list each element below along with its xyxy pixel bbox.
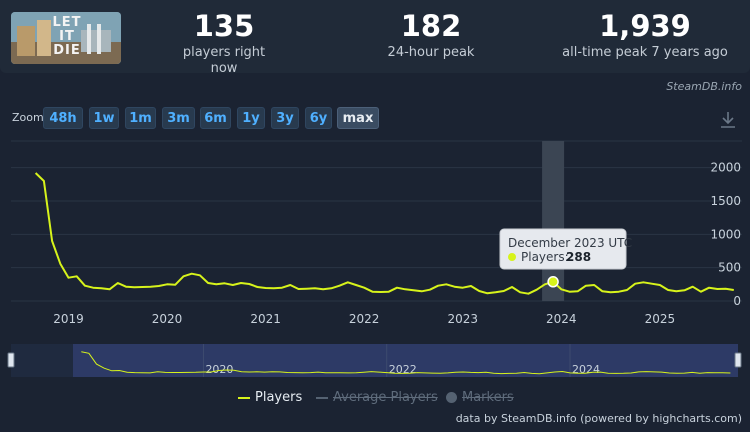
zoom-6m-button[interactable]: 6m <box>200 107 231 129</box>
zoom-1y-button[interactable]: 1y <box>237 107 265 129</box>
stat-current: 135 players right now <box>174 8 274 77</box>
legend-players-swatch <box>238 396 250 399</box>
y-tick-label: 1500 <box>710 194 741 208</box>
navigator-selection[interactable] <box>73 344 738 377</box>
navigator-axis: 2020 2022 2024 <box>202 344 600 377</box>
steamdb-credit[interactable]: SteamDB.info <box>666 80 742 93</box>
tooltip-box <box>499 228 627 270</box>
stat-alltime-label: all-time peak 7 years ago <box>562 45 728 60</box>
tooltip-series-label: Players: <box>521 250 569 264</box>
zoom-3y-button[interactable]: 3y <box>271 107 299 129</box>
x-tick-label: 2020 <box>152 312 183 326</box>
tooltip: December 2023 UTC Players: 288 <box>499 228 632 270</box>
zoom-1w-button[interactable]: 1w <box>89 107 119 129</box>
legend-players-label: Players <box>255 390 303 405</box>
y-tick-label: 500 <box>718 261 741 275</box>
x-tick-label: 2023 <box>447 312 478 326</box>
navigator-right-handle[interactable] <box>734 352 742 368</box>
x-axis: 2019 2020 2021 2022 2023 2024 2025 <box>53 312 675 326</box>
game-thumbnail[interactable]: LET IT DIE <box>11 12 121 64</box>
x-tick-label: 2024 <box>546 312 577 326</box>
navigator-left-handle[interactable] <box>7 352 15 368</box>
game-art <box>11 12 121 64</box>
tooltip-series-marker <box>508 253 516 261</box>
x-tick-label: 2025 <box>645 312 676 326</box>
y-tick-label: 1000 <box>710 227 741 241</box>
zoom-6y-button[interactable]: 6y <box>305 107 332 129</box>
legend-item-markers[interactable]: Markers <box>446 390 514 405</box>
y-tick-label: 0 <box>733 294 741 308</box>
highlight-point[interactable] <box>547 276 559 288</box>
stat-current-label: players right now <box>182 45 266 76</box>
game-logo-text: LET IT DIE <box>52 15 82 58</box>
zoom-3m-button[interactable]: 3m <box>162 107 195 129</box>
x-tick-label: 2021 <box>250 312 281 326</box>
zoom-48h-button[interactable]: 48h <box>43 107 83 129</box>
grid-lines <box>11 140 742 302</box>
navigator-series-line <box>81 351 731 375</box>
stats-header: LET IT DIE 135 players right now 182 24-… <box>0 0 750 76</box>
navigator-year-label: 2024 <box>572 363 600 376</box>
navigator-year-label: 2022 <box>389 363 417 376</box>
zoom-1m-button[interactable]: 1m <box>125 107 156 129</box>
player-count-chart[interactable]: 0 500 1000 1500 2000 2019 2020 2021 2022 2023 202… <box>0 135 750 381</box>
players-series-line[interactable] <box>34 172 734 295</box>
tooltip-title: December 2023 UTC <box>508 236 632 250</box>
data-source-credit[interactable]: data by SteamDB.info (powered by highcha… <box>455 412 742 425</box>
legend-item-players[interactable]: Players <box>238 390 302 405</box>
zoom-label: Zoom <box>12 111 44 124</box>
stat-all-time-peak: 1,939 all-time peak 7 years ago <box>555 8 735 61</box>
legend-item-average-players[interactable]: Average Players <box>316 390 438 405</box>
legend-markers-swatch <box>446 392 457 403</box>
navigator[interactable]: 2020 2022 2024 <box>7 344 742 377</box>
stat-current-value: 135 <box>193 9 255 43</box>
stat-alltime-value: 1,939 <box>599 9 691 43</box>
stat-24h-value: 182 <box>400 9 462 43</box>
y-axis: 0 500 1000 1500 2000 <box>710 161 741 308</box>
legend-average-label: Average Players <box>333 390 438 405</box>
download-icon[interactable] <box>720 111 736 129</box>
x-tick-label: 2022 <box>349 312 380 326</box>
tooltip-value: 288 <box>566 250 591 264</box>
navigator-year-label: 2020 <box>205 363 233 376</box>
y-tick-label: 2000 <box>710 161 741 175</box>
stat-24h-peak: 182 24-hour peak <box>376 8 486 61</box>
legend-average-swatch <box>316 396 328 399</box>
legend-markers-label: Markers <box>462 390 514 405</box>
zoom-max-button[interactable]: max <box>337 107 379 129</box>
x-tick-label: 2019 <box>53 312 84 326</box>
stat-24h-label: 24-hour peak <box>387 45 475 60</box>
